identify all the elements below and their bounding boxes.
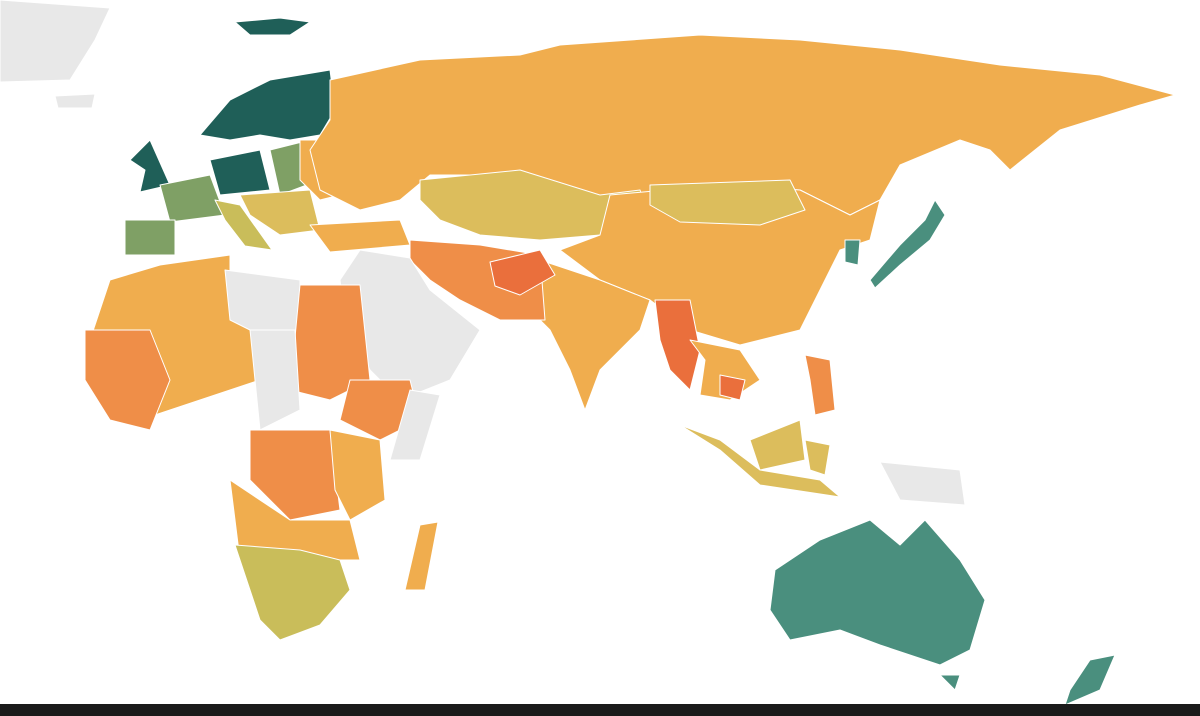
sulawesi xyxy=(804,439,831,476)
tasmania xyxy=(939,674,961,691)
italy xyxy=(214,199,273,251)
chad xyxy=(249,329,301,431)
borneo xyxy=(749,419,806,471)
papua xyxy=(879,461,966,506)
korea xyxy=(844,239,861,266)
greenland xyxy=(0,0,111,83)
australia xyxy=(769,519,986,666)
east-africa xyxy=(329,429,386,521)
uk xyxy=(129,139,171,193)
scandinavia xyxy=(199,69,336,141)
west-africa xyxy=(84,329,171,431)
cambodia xyxy=(719,374,746,401)
france xyxy=(159,174,226,223)
southern-africa xyxy=(234,544,351,641)
sumatra-java xyxy=(679,424,841,498)
mongolia xyxy=(649,179,806,226)
myanmar xyxy=(654,299,701,391)
philippines xyxy=(804,354,836,416)
svalbard xyxy=(234,17,311,36)
bottom-bar xyxy=(0,704,1200,716)
madagascar xyxy=(404,521,439,591)
libya xyxy=(224,269,301,331)
iberia xyxy=(124,219,176,256)
new-zealand xyxy=(1064,654,1116,706)
congo xyxy=(249,429,341,521)
germany xyxy=(209,149,271,196)
japan xyxy=(869,199,946,289)
russia xyxy=(309,34,1176,216)
balkans xyxy=(239,189,321,236)
somalia xyxy=(389,389,441,461)
china xyxy=(559,184,881,346)
turkey xyxy=(309,219,411,253)
afghanistan xyxy=(489,249,556,296)
iceland xyxy=(54,93,96,109)
